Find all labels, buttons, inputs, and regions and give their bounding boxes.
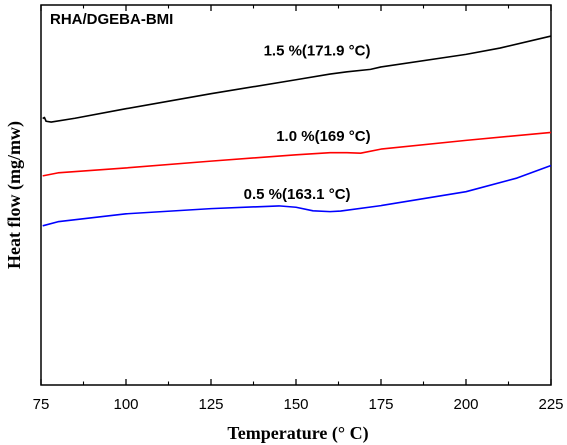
y-axis-title: Heat flow (mg/mw) — [4, 121, 25, 269]
series-annotation-0: 1.5 %(171.9 °C) — [264, 42, 371, 59]
x-tick-label: 150 — [283, 396, 308, 413]
x-tick-label: 175 — [368, 396, 393, 413]
x-tick-label: 100 — [113, 396, 138, 413]
series-annotation-1: 1.0 %(169 °C) — [276, 128, 370, 145]
x-tick-label: 200 — [453, 396, 478, 413]
x-axis-title: Temperature (° C) — [227, 423, 368, 444]
series-layer — [42, 35, 552, 227]
ticks-layer: 75 100 125 150 175 200 225 — [33, 5, 564, 413]
series-line-1 — [42, 131, 552, 177]
series-line-0 — [42, 35, 552, 123]
x-tick-label: 75 — [33, 396, 50, 413]
labels-layer: 1.5 %(171.9 °C) 1.0 %(169 °C) 0.5 %(163.1 … — [244, 42, 371, 203]
x-tick-label: 225 — [538, 396, 563, 413]
series-line-2 — [42, 164, 552, 227]
x-tick-label: 125 — [198, 396, 223, 413]
chart-title: RHA/DGEBA-BMI — [50, 11, 173, 28]
series-annotation-2: 0.5 %(163.1 °C) — [244, 186, 351, 203]
